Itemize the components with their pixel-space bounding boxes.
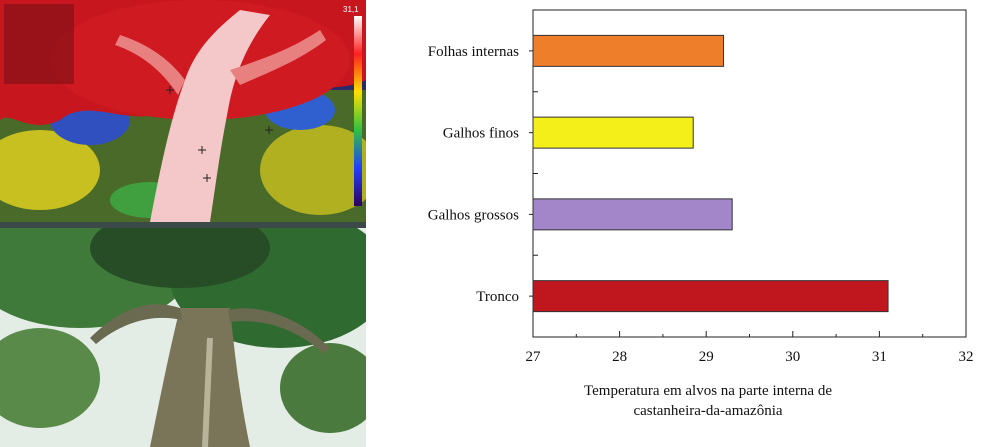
x-tick-label-27: 27: [526, 349, 542, 365]
chart-svg: Folhas internas Galhos finos Galhos grosso…: [428, 9, 974, 365]
thermal-image: 31,1: [0, 0, 366, 222]
bar-1: [532, 34, 725, 67]
x-tick-label-29: 29: [699, 349, 714, 365]
canopy-photo: [0, 228, 366, 447]
category-label-1: Folhas internas: [428, 44, 519, 60]
x-axis-label: Temperatura em alvos na parte interna de…: [538, 381, 878, 421]
thermal-scale-label: 31,1: [343, 5, 359, 14]
x-tick-label-28: 28: [612, 349, 627, 365]
x-tick-label-30: 30: [785, 349, 800, 365]
category-label-3: Galhos grossos: [428, 207, 519, 223]
x-axis-label-line-2: castanheira-da-amazônia: [633, 403, 783, 419]
bar-4: [532, 280, 889, 313]
temperature-chart: Folhas internas Galhos finos Galhos grosso…: [388, 0, 988, 447]
bar-3: [532, 198, 733, 231]
x-tick-label-32: 32: [959, 349, 974, 365]
photo-divider: [0, 222, 366, 228]
bar-2: [532, 116, 694, 149]
category-label-2: Galhos finos: [443, 126, 519, 142]
x-tick-label-31: 31: [872, 349, 887, 365]
category-label-4: Tronco: [476, 289, 519, 305]
x-axis-label-line-1: Temperatura em alvos na parte interna de: [584, 383, 832, 399]
